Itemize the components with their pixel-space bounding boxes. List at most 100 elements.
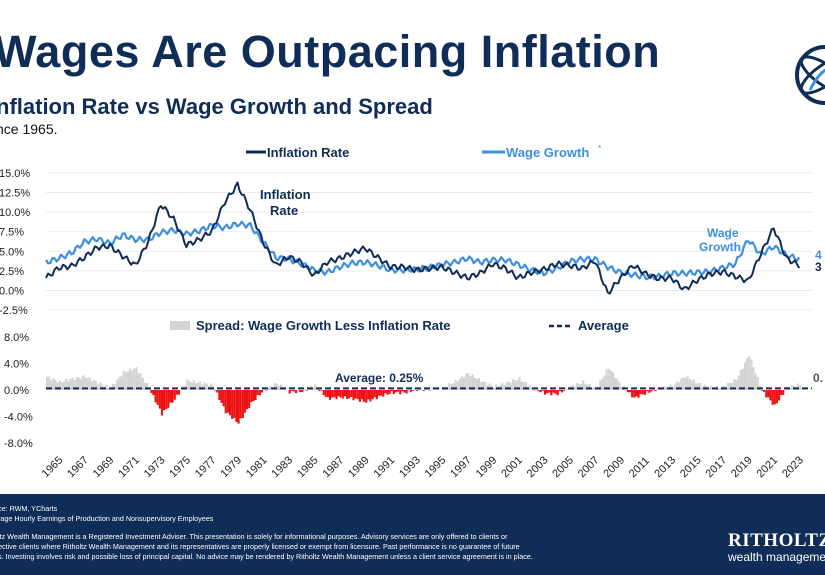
spread-bar (780, 390, 783, 395)
spread-bar (763, 390, 766, 392)
spread-bar (648, 390, 651, 393)
wage-annotation-line1: Wage (707, 226, 739, 240)
spread-bar (614, 378, 617, 390)
spread-bar (284, 389, 287, 390)
spread-bar (654, 390, 657, 392)
spread-bar (775, 390, 778, 404)
spread-bar (312, 388, 315, 390)
spread-bar (65, 378, 68, 390)
spread-bar (746, 358, 749, 390)
spread-bar (673, 384, 676, 390)
spread-bar (454, 379, 457, 390)
spread-bar (692, 379, 695, 390)
x-tick-label: 2019 (729, 454, 755, 480)
x-tick-label: 2013 (652, 454, 678, 480)
legend-average-label: Average (578, 318, 629, 333)
spread-bar (507, 381, 510, 390)
line-chart-grid (46, 172, 812, 311)
spread-bar (305, 390, 308, 391)
disclaimer-line-1: ltz Wealth Management is a Registered In… (0, 532, 508, 541)
spread-bar (631, 390, 634, 398)
spread-bar (348, 390, 351, 399)
spread-bar (675, 381, 678, 390)
spread-bar (337, 390, 340, 397)
inflation-rate-line (45, 181, 801, 295)
spread-bar (382, 390, 385, 397)
spread-bar (603, 375, 606, 390)
spread-bar (231, 390, 234, 419)
spread-bar (333, 390, 336, 398)
spread-bar (405, 390, 408, 394)
spread-bar (516, 380, 519, 390)
spread-bar (469, 376, 472, 390)
x-tick-label: 2015 (678, 454, 704, 480)
x-tick-label: 1997 (448, 454, 474, 480)
spread-bar (482, 381, 485, 390)
spread-bar (456, 381, 459, 390)
spread-bar (77, 377, 81, 390)
spread-bar (50, 380, 53, 390)
spread-bar (107, 388, 110, 390)
spread-bar (660, 389, 664, 390)
spread-bar (116, 379, 119, 390)
spread-bar (629, 390, 632, 393)
spread-bar (92, 380, 95, 390)
spread-bar (709, 386, 713, 390)
spread-bar (282, 388, 285, 390)
spread-bar (363, 390, 366, 402)
x-tick-label: 1991 (372, 454, 398, 480)
spread-bar (248, 390, 251, 409)
spread-bar (388, 390, 391, 394)
spread-bar (380, 390, 383, 396)
spread-bar (390, 390, 393, 392)
spread-bar (199, 381, 202, 390)
x-tick-label: 2003 (525, 454, 551, 480)
spread-bar (214, 390, 217, 391)
spread-bar (769, 390, 772, 401)
wage-annotation-line2: Growth (699, 240, 741, 254)
spread-bar (226, 390, 230, 413)
spread-y-tick-label: 4.0% (4, 359, 29, 371)
x-tick-label: 1983 (269, 454, 295, 480)
x-tick-label: 1987 (321, 454, 347, 480)
spread-bar (477, 378, 481, 390)
x-tick-label: 1999 (474, 454, 500, 480)
x-tick-label: 1977 (193, 454, 219, 480)
x-tick-label: 1985 (295, 454, 321, 480)
y-tick-label: 5.0% (0, 246, 24, 258)
spread-bar (56, 382, 59, 390)
spread-bar (767, 390, 770, 398)
spread-bar (605, 369, 608, 390)
spread-bar (367, 390, 370, 400)
spread-bar (484, 381, 487, 390)
spread-bar (256, 390, 259, 395)
spread-bar (620, 386, 623, 390)
spread-bar (541, 390, 544, 391)
spread-bar (663, 386, 666, 390)
spread-bar (752, 367, 755, 390)
spread-bar (343, 390, 347, 397)
spread-bar (773, 390, 776, 405)
spread-bar (99, 382, 102, 390)
spread-bar (607, 368, 610, 390)
spread-bar (416, 390, 419, 391)
spread-bar (431, 387, 434, 390)
wage-growth-line (45, 220, 801, 281)
spread-bar (269, 386, 272, 390)
legend-spread-label: Spread: Wage Growth Less Inflation Rate (196, 318, 451, 333)
inflation-end-label: 3 (815, 260, 822, 274)
spread-bar (588, 384, 591, 390)
spread-bar (90, 381, 93, 390)
spread-bar (558, 390, 561, 392)
spread-bar (771, 390, 774, 405)
spread-bar (169, 390, 172, 403)
spread-bar (239, 390, 242, 419)
spread-bar (94, 380, 98, 390)
spread-bar (52, 378, 55, 390)
spread-bar (156, 390, 159, 405)
spread-bar (148, 388, 151, 390)
spread-bar (512, 379, 515, 390)
spread-bar (352, 390, 355, 401)
spread-bar (358, 390, 361, 402)
spread-bar (371, 390, 374, 400)
